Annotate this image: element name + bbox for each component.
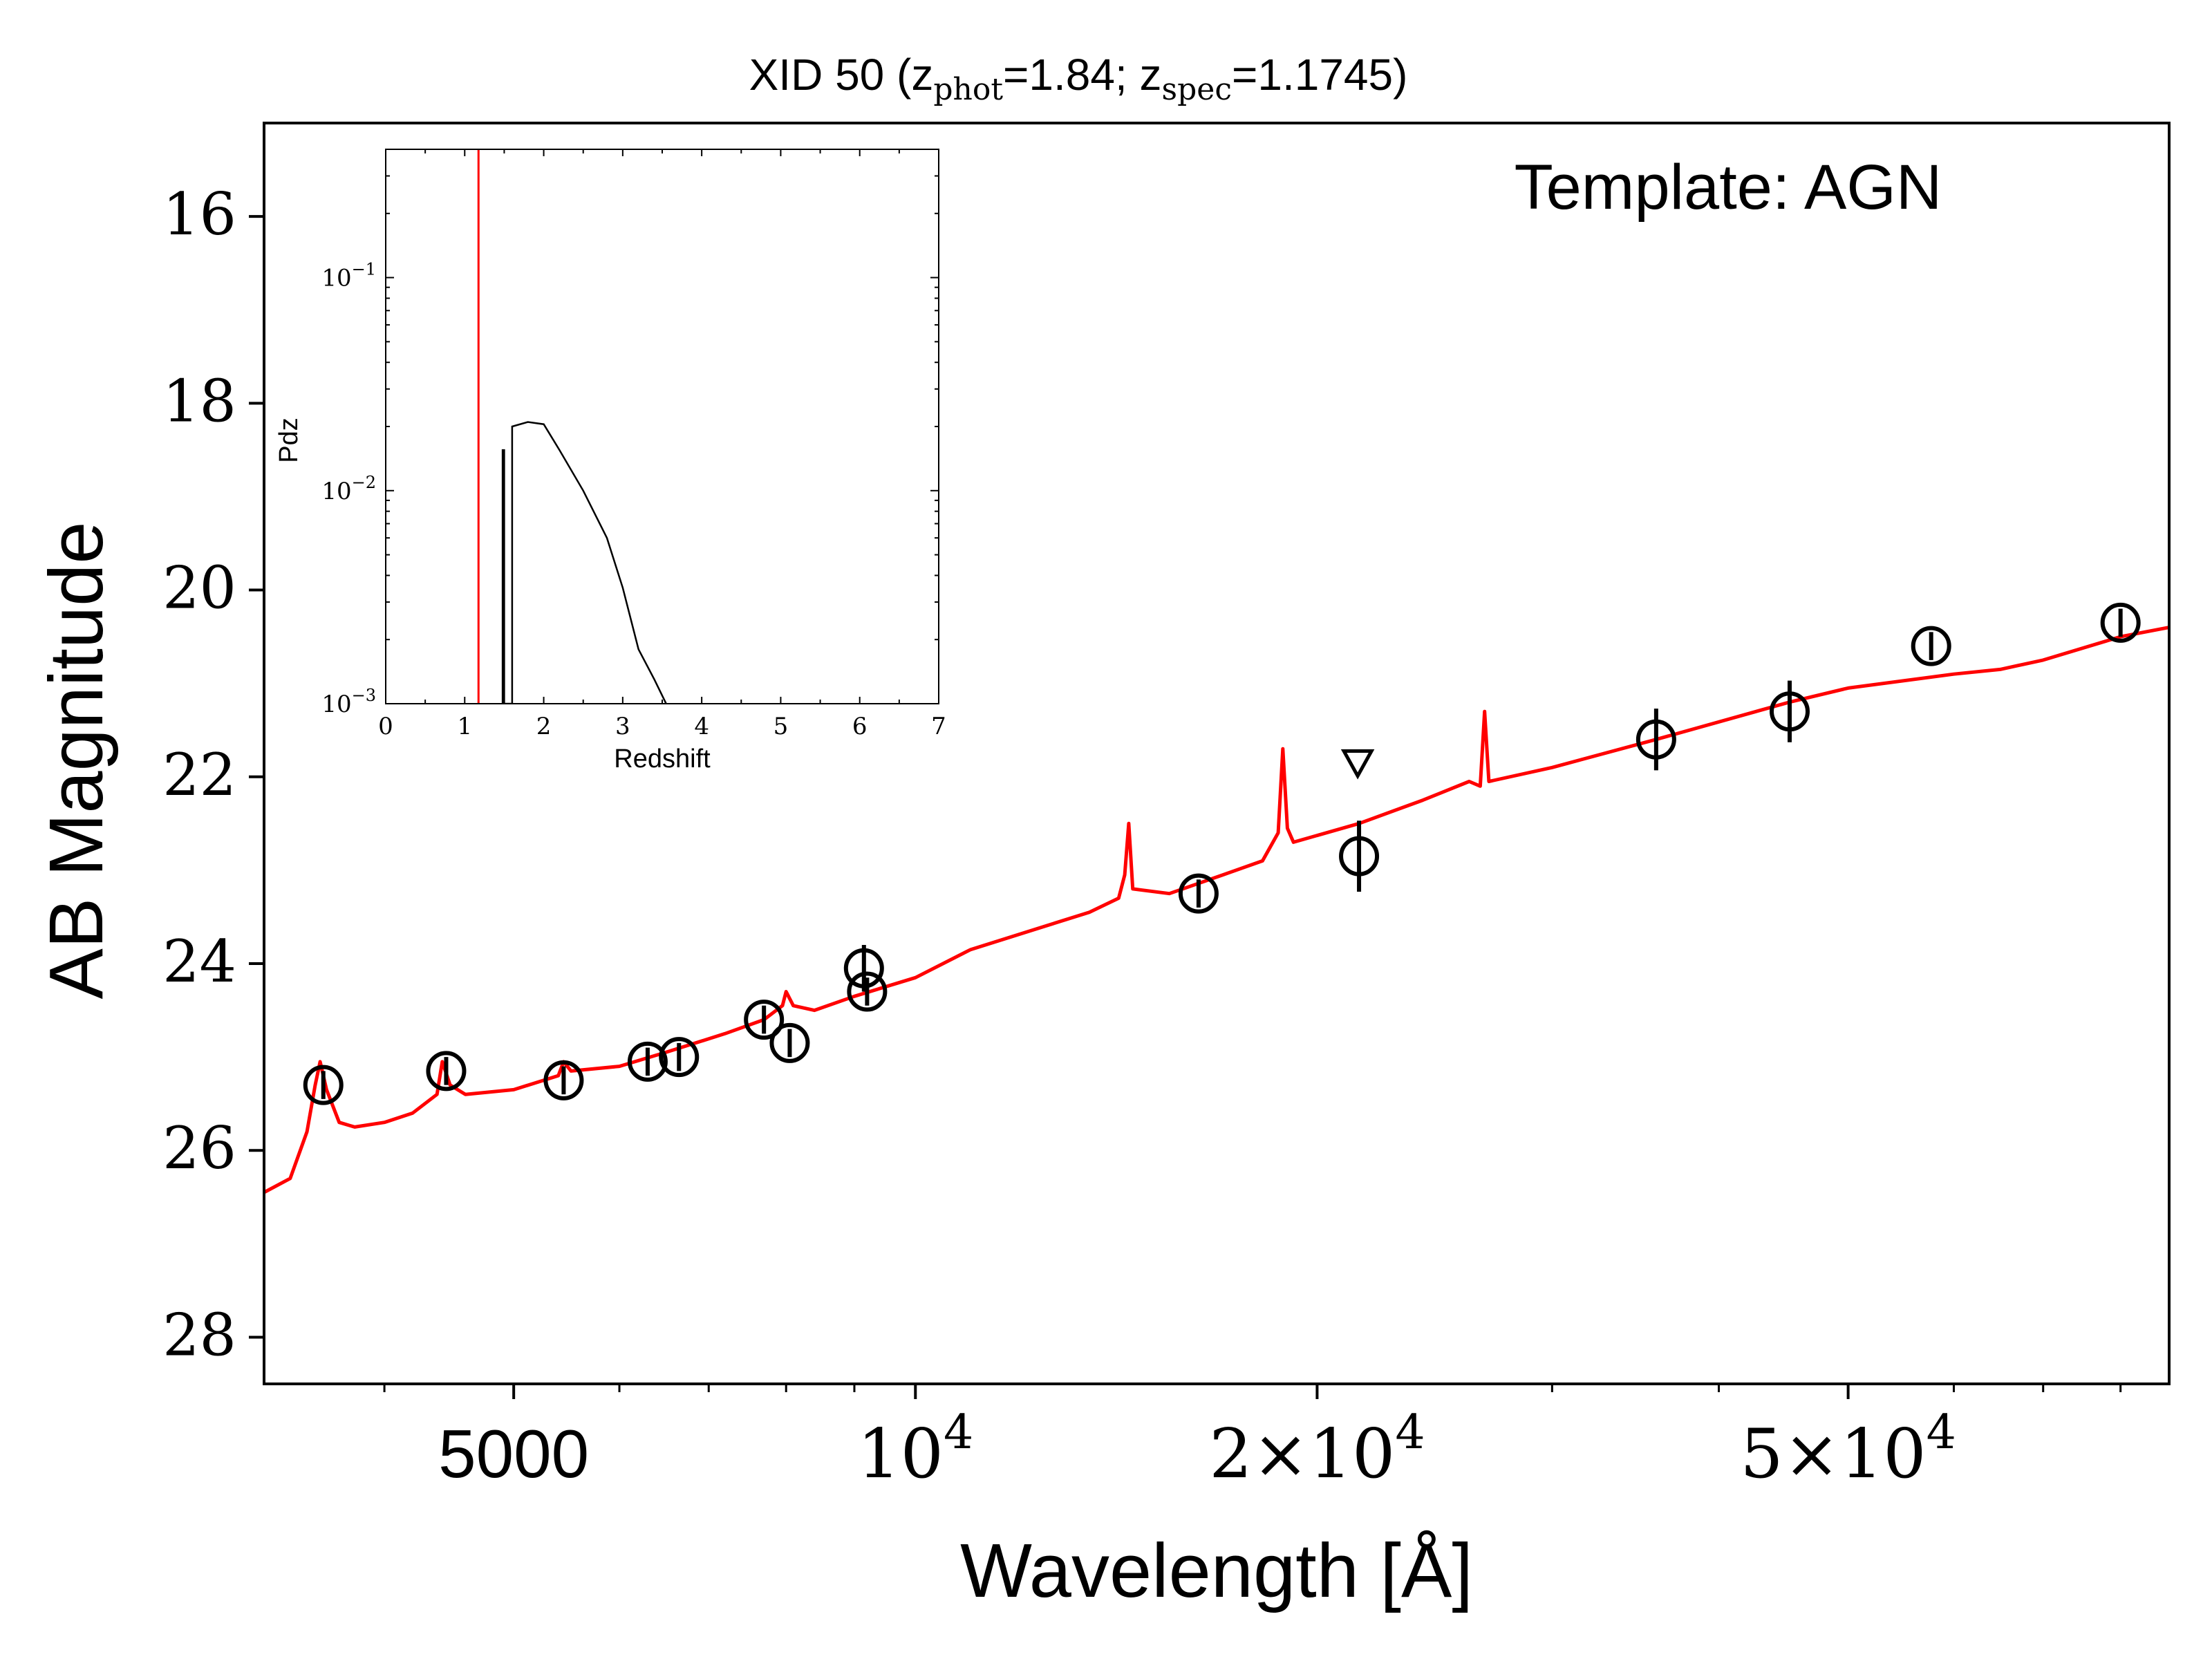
inset-y-label: Pdz xyxy=(274,418,303,462)
inset-x-tick-label: 7 xyxy=(931,713,946,740)
template-sed-line xyxy=(264,626,2169,1194)
photometry-point xyxy=(627,1041,668,1082)
photometry-point xyxy=(1178,873,1219,914)
photometry-point xyxy=(1635,719,1676,760)
inset-y-tick-label: 10−3 xyxy=(321,686,376,718)
photometry-point xyxy=(769,1022,810,1063)
inset-y-tick-label: 10−2 xyxy=(321,473,376,505)
y-tick-label: 24 xyxy=(162,928,236,995)
photometry-point xyxy=(659,1037,700,1078)
photometry-point xyxy=(847,971,888,1012)
y-tick-label: 18 xyxy=(162,367,236,435)
y-tick-label: 16 xyxy=(162,180,236,248)
inset-x-tick-label: 4 xyxy=(694,713,709,740)
inset-frame xyxy=(385,149,939,704)
upper-limit-marker xyxy=(1340,749,1375,780)
x-tick-label: 104 xyxy=(857,1405,973,1494)
template-annotation: Template: AGN xyxy=(1515,152,1942,223)
y-tick-label: 20 xyxy=(162,554,236,622)
photometry-point xyxy=(744,1000,785,1040)
inset-background xyxy=(386,149,939,704)
pdz-inset: 0 1 2 3 4 5 6 7 10−1 10−2 10−3 Redshift Pdz xyxy=(274,149,946,774)
inset-x-label: Redshift xyxy=(614,744,711,774)
photometry-point xyxy=(1911,626,1951,666)
inset-x-tick-label: 6 xyxy=(852,713,868,740)
photometry-point xyxy=(543,1060,584,1100)
y-tick-label: 26 xyxy=(162,1114,236,1182)
photometry-point xyxy=(1770,691,1810,732)
photometry-point xyxy=(843,948,884,988)
photometry-point xyxy=(303,1065,344,1105)
inset-x-tick-label: 5 xyxy=(774,713,789,740)
y-tick-label: 22 xyxy=(162,741,236,809)
inset-x-tick-label: 3 xyxy=(615,713,630,740)
x-tick-label: 5×104 xyxy=(1740,1405,1956,1494)
pdz-curve xyxy=(501,421,667,704)
x-tick-label: 2×104 xyxy=(1209,1405,1425,1494)
inset-x-tick-label: 2 xyxy=(536,713,552,740)
x-axis-label: Wavelength [Å] xyxy=(960,1528,1473,1613)
y-tick-label: 28 xyxy=(162,1301,236,1369)
photometry-point xyxy=(426,1051,467,1091)
chart-title: XID 50 (zphot=1.84; zspec=1.1745) xyxy=(749,50,1408,107)
photometry-point xyxy=(1339,836,1380,877)
photometry-point xyxy=(2100,602,2141,643)
inset-y-tick-label: 10−1 xyxy=(321,260,376,292)
inset-x-tick-label: 1 xyxy=(457,713,472,740)
y-axis-label: AB Magnitude xyxy=(34,522,119,1000)
x-tick-label: 5000 xyxy=(438,1416,589,1492)
main-plot-frame xyxy=(263,122,2171,1385)
inset-x-tick-label: 0 xyxy=(378,713,393,740)
